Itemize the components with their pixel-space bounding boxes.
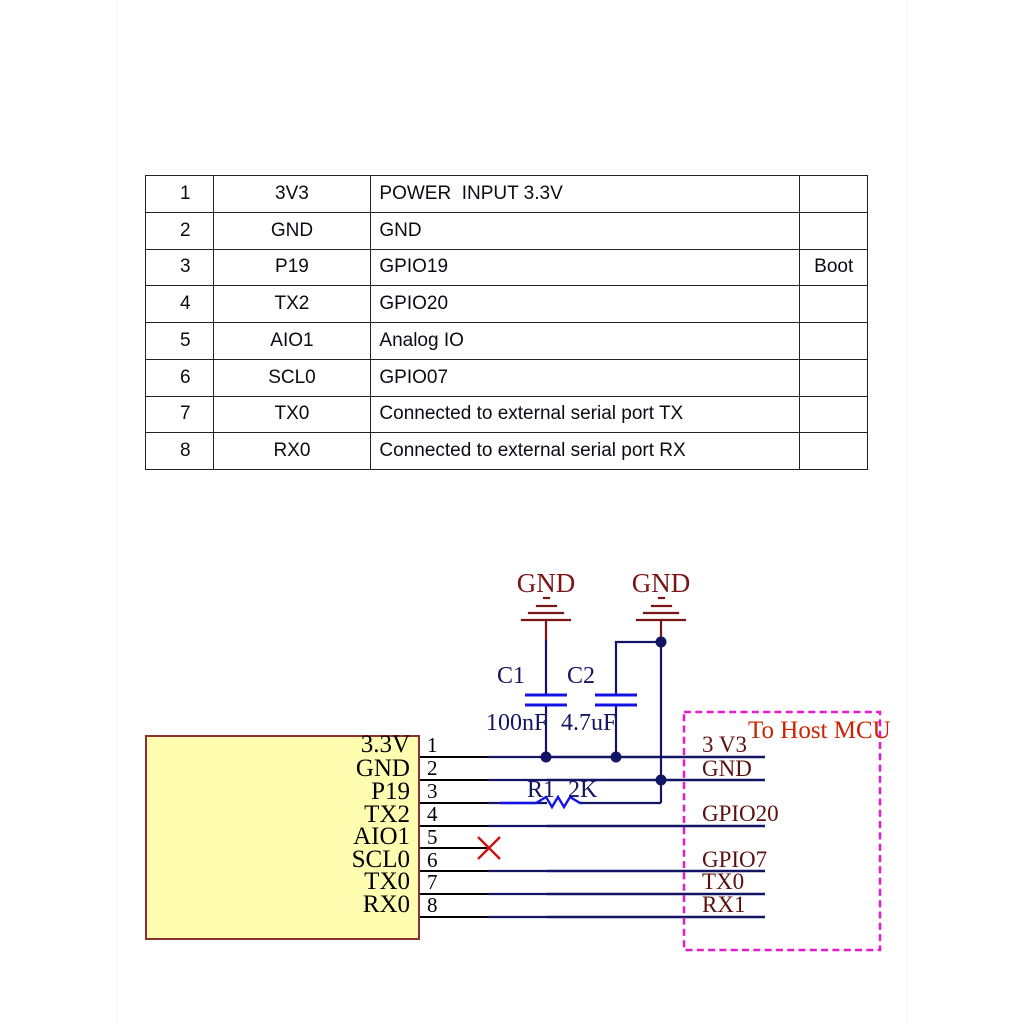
svg-text:GND: GND	[517, 568, 576, 598]
svg-text:TX0: TX0	[702, 869, 744, 894]
svg-text:R1: R1	[527, 777, 555, 803]
svg-text:3: 3	[427, 779, 438, 803]
svg-text:RX0: RX0	[363, 891, 410, 918]
svg-text:3 V3: 3 V3	[702, 732, 747, 757]
svg-text:GND: GND	[702, 756, 752, 781]
svg-text:C2: C2	[567, 663, 595, 689]
svg-text:5: 5	[427, 825, 438, 849]
svg-text:7: 7	[427, 870, 438, 894]
svg-text:1: 1	[427, 733, 438, 757]
svg-text:To Host MCU: To Host MCU	[748, 717, 891, 744]
svg-text:4.7uF: 4.7uF	[561, 710, 616, 736]
svg-text:4: 4	[427, 802, 438, 826]
svg-text:RX1: RX1	[702, 892, 745, 917]
svg-text:C1: C1	[497, 663, 525, 689]
svg-text:GPIO20: GPIO20	[702, 801, 779, 826]
svg-text:100nF: 100nF	[486, 710, 547, 736]
svg-text:3.3V: 3.3V	[361, 731, 410, 758]
svg-text:8: 8	[427, 893, 438, 917]
svg-text:2: 2	[427, 756, 438, 780]
svg-text:GND: GND	[632, 568, 691, 598]
svg-text:6: 6	[427, 848, 438, 872]
svg-text:2K: 2K	[568, 777, 598, 803]
